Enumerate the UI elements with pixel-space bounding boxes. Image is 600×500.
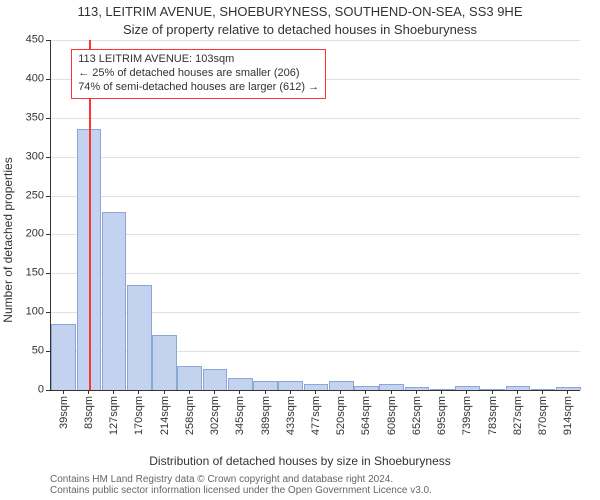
y-tick-label: 50 — [32, 346, 44, 357]
x-tick-label: 345sqm — [235, 396, 246, 435]
annotation-line: 113 LEITRIM AVENUE: 103sqm — [78, 53, 319, 67]
chart-container: 113, LEITRIM AVENUE, SHOEBURYNESS, SOUTH… — [0, 0, 600, 500]
annotation-box: 113 LEITRIM AVENUE: 103sqm← 25% of detac… — [71, 49, 326, 98]
x-tick-label: 564sqm — [361, 396, 372, 435]
x-tick-label: 652sqm — [412, 396, 423, 435]
x-tick-label: 389sqm — [261, 396, 272, 435]
x-tick-label: 783sqm — [488, 396, 499, 435]
title-line-1: 113, LEITRIM AVENUE, SHOEBURYNESS, SOUTH… — [0, 4, 600, 19]
x-axis-label: Distribution of detached houses by size … — [0, 454, 600, 468]
bar — [329, 381, 354, 390]
bar — [228, 378, 253, 390]
bar — [506, 386, 531, 390]
y-tick-label: 450 — [26, 35, 44, 46]
annotation-line: ← 25% of detached houses are smaller (20… — [78, 67, 319, 81]
bar — [152, 335, 177, 390]
y-tick-label: 250 — [26, 190, 44, 201]
bar — [177, 366, 202, 390]
x-tick-label: 302sqm — [210, 396, 221, 435]
x-tick-label: 695sqm — [437, 396, 448, 435]
x-tick-label: 870sqm — [538, 396, 549, 435]
y-tick-label: 350 — [26, 112, 44, 123]
y-tick-label: 150 — [26, 268, 44, 279]
x-tick-label: 914sqm — [563, 396, 574, 435]
plot-area: 05010015020025030035040045039sqm83sqm127… — [50, 40, 580, 390]
y-tick-label: 400 — [26, 73, 44, 84]
y-tick-label: 300 — [26, 151, 44, 162]
x-tick-label: 608sqm — [387, 396, 398, 435]
x-tick-label: 39sqm — [59, 396, 70, 429]
x-tick-label: 520sqm — [336, 396, 347, 435]
y-tick-label: 100 — [26, 307, 44, 318]
x-tick-label: 258sqm — [185, 396, 196, 435]
x-tick-label: 170sqm — [134, 396, 145, 435]
bar — [127, 285, 152, 390]
title-line-2: Size of property relative to detached ho… — [0, 22, 600, 37]
x-tick-label: 433sqm — [286, 396, 297, 435]
footnote-line-1: Contains HM Land Registry data © Crown c… — [50, 474, 580, 485]
bar — [278, 381, 303, 390]
y-tick-label: 200 — [26, 229, 44, 240]
y-axis-label: Number of detached properties — [1, 157, 15, 322]
x-tick-label: 477sqm — [311, 396, 322, 435]
x-tick-label: 127sqm — [109, 396, 120, 435]
bar — [253, 381, 278, 390]
footnote-line-2: Contains public sector information licen… — [50, 485, 580, 496]
y-tick-label: 0 — [38, 385, 44, 396]
x-tick-label: 739sqm — [462, 396, 473, 435]
bar — [405, 387, 430, 390]
bar — [102, 212, 127, 390]
x-tick-label: 83sqm — [84, 396, 95, 429]
x-tick-label: 827sqm — [513, 396, 524, 435]
bar — [51, 324, 76, 390]
x-tick-label: 214sqm — [160, 396, 171, 435]
footnote: Contains HM Land Registry data © Crown c… — [50, 474, 580, 496]
annotation-line: 74% of semi-detached houses are larger (… — [78, 81, 319, 95]
bar — [203, 369, 228, 390]
